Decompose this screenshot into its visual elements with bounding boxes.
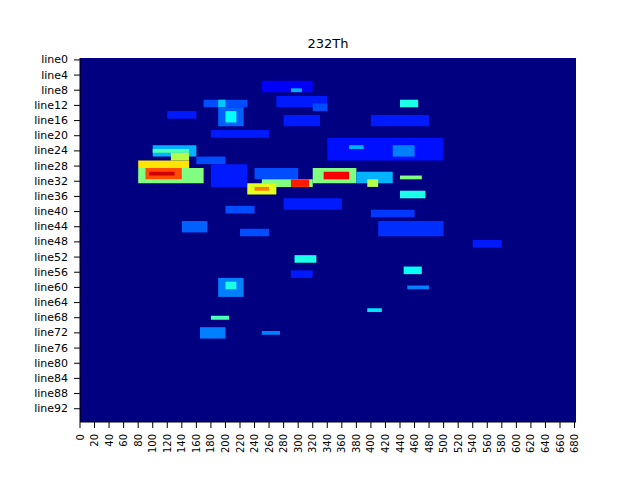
svg-text:460: 460 [409,434,420,453]
svg-text:620: 620 [525,434,536,453]
svg-text:340: 340 [322,434,333,453]
svg-text:60: 60 [118,434,129,447]
svg-text:380: 380 [351,434,362,453]
svg-text:line76: line76 [34,342,68,355]
svg-text:40: 40 [104,434,115,447]
svg-text:480: 480 [424,434,435,453]
svg-text:140: 140 [176,434,187,453]
svg-text:180: 180 [205,434,216,453]
svg-text:260: 260 [264,434,275,453]
svg-text:680: 680 [569,434,580,453]
svg-text:line56: line56 [34,266,68,279]
svg-text:160: 160 [191,434,202,453]
svg-text:line4: line4 [41,69,68,82]
svg-text:320: 320 [307,434,318,453]
svg-text:line52: line52 [34,251,68,264]
svg-text:line80: line80 [34,357,68,370]
html-text:232Th: 232Th [307,36,349,51]
svg-text:line8: line8 [41,84,68,97]
svg-text:220: 220 [235,434,246,453]
svg-text:line88: line88 [34,387,68,400]
svg-text:240: 240 [249,434,260,453]
svg-text:600: 600 [511,434,522,453]
svg-text:500: 500 [438,434,449,453]
svg-text:line64: line64 [34,296,68,309]
svg-text:line32: line32 [34,175,68,188]
svg-text:line16: line16 [34,114,68,127]
svg-text:line20: line20 [34,129,68,142]
svg-text:280: 280 [278,434,289,453]
svg-text:660: 660 [555,434,566,453]
svg-text:420: 420 [380,434,391,453]
svg-text:300: 300 [293,434,304,453]
svg-text:440: 440 [395,434,406,453]
svg-text:line60: line60 [34,281,68,294]
svg-text:360: 360 [336,434,347,453]
svg-text:line24: line24 [34,144,68,157]
svg-text:80: 80 [133,434,144,447]
svg-text:640: 640 [540,434,551,453]
svg-text:line68: line68 [34,311,68,324]
svg-text:line0: line0 [41,53,68,66]
svg-text:540: 540 [467,434,478,453]
svg-text:line12: line12 [34,99,68,112]
svg-text:100: 100 [147,434,158,453]
svg-text:line72: line72 [34,326,68,339]
svg-text:line44: line44 [34,220,68,233]
svg-text:0: 0 [75,434,86,440]
svg-text:line28: line28 [34,160,68,173]
svg-text:line36: line36 [34,190,68,203]
svg-text:line48: line48 [34,235,68,248]
svg-text:line40: line40 [34,205,68,218]
svg-text:200: 200 [220,434,231,453]
svg-text:line92: line92 [34,402,68,415]
svg-text:120: 120 [162,434,173,453]
svg-text:580: 580 [496,434,507,453]
svg-text:520: 520 [453,434,464,453]
svg-text:20: 20 [89,434,100,447]
svg-text:400: 400 [365,434,376,453]
svg-text:560: 560 [482,434,493,453]
svg-text:line84: line84 [34,372,68,385]
